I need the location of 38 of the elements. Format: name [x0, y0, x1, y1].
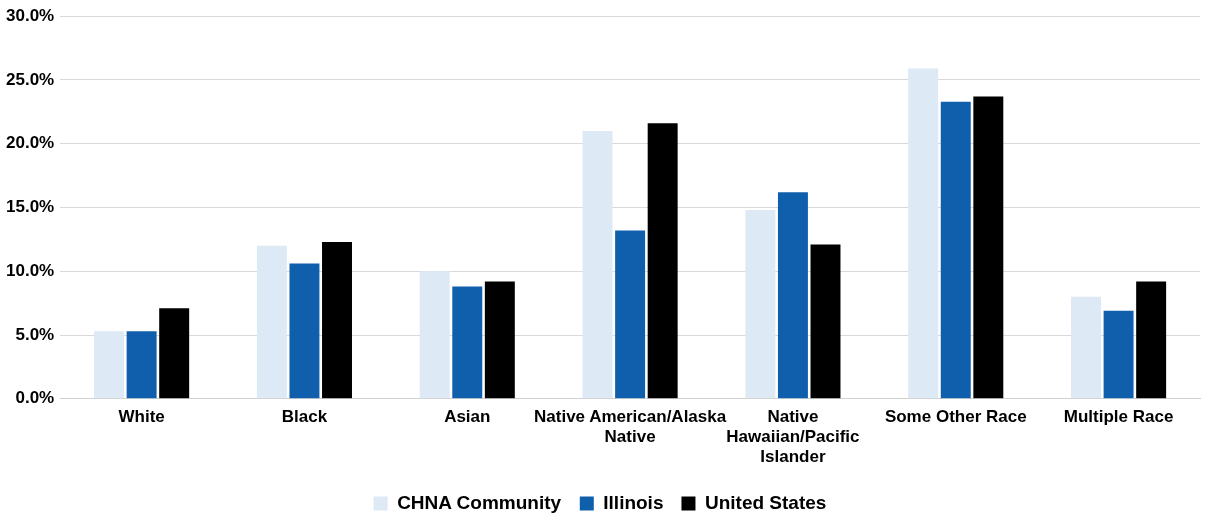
bar	[810, 244, 841, 399]
legend-label: CHNA Community	[397, 491, 562, 513]
y-tick-label: 20.0%	[6, 133, 55, 153]
y-tick-label: 30.0%	[6, 5, 55, 25]
bar	[256, 245, 287, 399]
bar	[745, 210, 776, 399]
bar	[322, 241, 352, 399]
bar	[908, 68, 939, 399]
bar	[647, 123, 678, 399]
bar	[940, 101, 971, 399]
bar	[484, 281, 515, 399]
x-tick-label: Asian	[444, 406, 491, 426]
bar	[94, 331, 125, 399]
bar	[452, 286, 483, 399]
bar	[582, 130, 613, 399]
bar	[1136, 281, 1167, 399]
y-tick-label: 15.0%	[6, 197, 55, 217]
x-tick-label: White	[118, 406, 165, 426]
bar	[615, 230, 646, 399]
y-tick-label: 25.0%	[6, 69, 55, 89]
x-tick-label: Some Other Race	[884, 406, 1027, 426]
x-tick-label: Black	[281, 406, 328, 426]
bar	[1071, 296, 1101, 399]
bar	[126, 331, 157, 399]
legend-label: Illinois	[603, 491, 664, 513]
x-tick-label: Native American/Alaska Native	[534, 406, 727, 447]
y-tick-label: 10.0%	[6, 260, 55, 280]
bar	[1103, 310, 1134, 399]
x-tick-label: Native Hawaiian/Pacific Islander	[726, 406, 860, 467]
bar	[973, 96, 1004, 399]
bar	[289, 263, 320, 399]
bar	[777, 192, 808, 399]
legend-label: United States	[704, 491, 827, 513]
x-tick-label: Multiple Race	[1063, 406, 1174, 426]
y-tick-label: 0.0%	[15, 388, 55, 408]
bar	[159, 308, 190, 399]
bar	[419, 271, 450, 399]
y-tick-label: 5.0%	[15, 324, 55, 344]
